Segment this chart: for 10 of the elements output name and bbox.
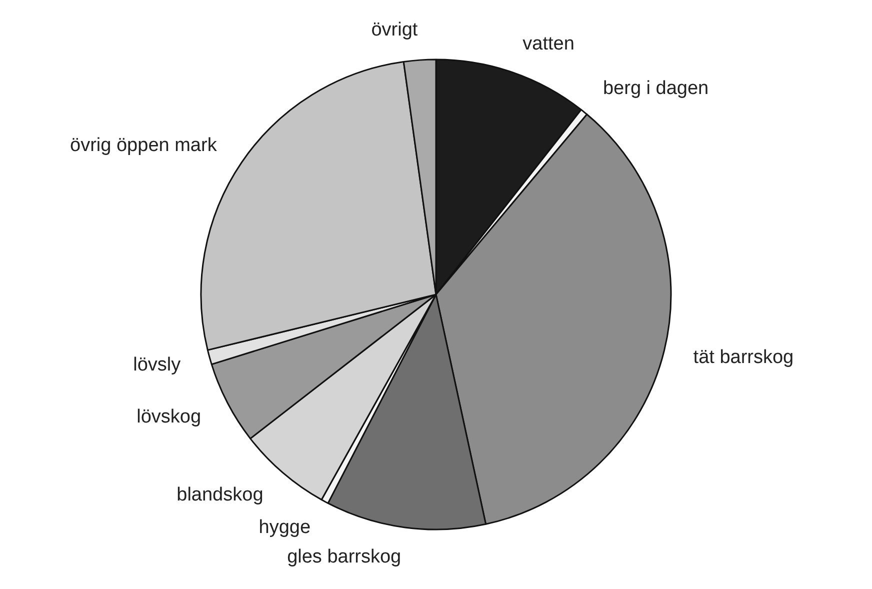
slice-label: tät barrskog (693, 347, 794, 368)
slice-label: vatten (522, 33, 574, 54)
slice-label: övrigt (371, 19, 418, 40)
slice-label: berg i dagen (602, 78, 709, 99)
slice-label: hygge (258, 517, 311, 538)
slice-label: blandskog (176, 484, 264, 506)
slice-label: övrig öppen mark (70, 134, 218, 156)
slice-label: lövskog (136, 406, 202, 428)
slice-label: lövsly (133, 354, 182, 376)
slice-label: gles barrskog (287, 546, 402, 568)
